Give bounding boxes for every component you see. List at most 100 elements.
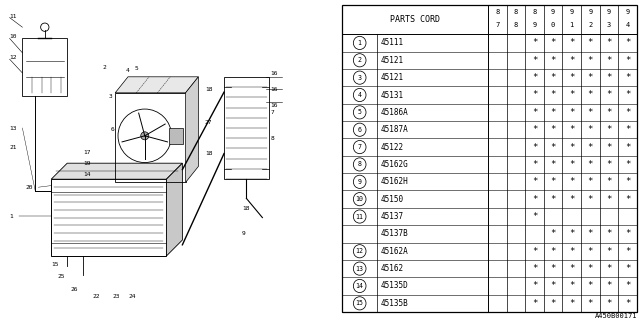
- Text: *: *: [550, 143, 556, 152]
- Text: *: *: [588, 38, 593, 47]
- Text: 4: 4: [125, 68, 129, 73]
- Text: 2: 2: [588, 22, 593, 28]
- Text: 15: 15: [356, 300, 364, 306]
- Text: 8: 8: [270, 136, 274, 141]
- Text: *: *: [588, 229, 593, 238]
- Text: *: *: [569, 91, 575, 100]
- Text: *: *: [606, 177, 612, 186]
- Text: 9: 9: [588, 10, 593, 15]
- Text: 1: 1: [10, 213, 13, 219]
- Text: 9: 9: [570, 10, 574, 15]
- Text: 26: 26: [70, 287, 78, 292]
- Text: *: *: [606, 229, 612, 238]
- Text: 16: 16: [270, 103, 278, 108]
- Text: *: *: [532, 38, 537, 47]
- Text: 45135D: 45135D: [380, 282, 408, 291]
- Text: 20: 20: [26, 185, 33, 190]
- Text: *: *: [588, 195, 593, 204]
- Text: *: *: [625, 125, 630, 134]
- Text: *: *: [532, 125, 537, 134]
- Text: *: *: [588, 247, 593, 256]
- Text: 12: 12: [10, 55, 17, 60]
- Text: 13: 13: [356, 266, 364, 272]
- Text: *: *: [588, 91, 593, 100]
- Text: 8: 8: [495, 10, 499, 15]
- Text: 9: 9: [551, 10, 556, 15]
- Text: *: *: [569, 143, 575, 152]
- Text: 3: 3: [109, 93, 113, 99]
- Text: 18: 18: [205, 87, 212, 92]
- Text: *: *: [606, 247, 612, 256]
- Text: 11: 11: [356, 213, 364, 220]
- Text: 45162A: 45162A: [380, 247, 408, 256]
- Text: 8: 8: [358, 161, 362, 167]
- Text: *: *: [550, 229, 556, 238]
- Text: 45122: 45122: [380, 143, 404, 152]
- Text: 25: 25: [58, 274, 65, 279]
- Text: 18: 18: [242, 205, 250, 211]
- Text: 7: 7: [358, 144, 362, 150]
- Text: 9: 9: [358, 179, 362, 185]
- Text: 11: 11: [10, 13, 17, 19]
- Text: *: *: [569, 299, 575, 308]
- Text: *: *: [625, 195, 630, 204]
- Text: *: *: [588, 282, 593, 291]
- Text: *: *: [550, 195, 556, 204]
- Text: *: *: [550, 177, 556, 186]
- Text: *: *: [569, 282, 575, 291]
- Text: *: *: [569, 229, 575, 238]
- Text: 4: 4: [625, 22, 630, 28]
- Text: 8: 8: [514, 10, 518, 15]
- Text: *: *: [569, 264, 575, 273]
- Text: 9: 9: [242, 231, 246, 236]
- Text: *: *: [550, 299, 556, 308]
- Polygon shape: [51, 163, 182, 179]
- Text: 3: 3: [607, 22, 611, 28]
- Text: 6: 6: [111, 127, 115, 132]
- Text: 4: 4: [358, 92, 362, 98]
- Text: 45121: 45121: [380, 56, 404, 65]
- Text: 15: 15: [51, 261, 59, 267]
- Text: *: *: [625, 91, 630, 100]
- Text: 45150: 45150: [380, 195, 404, 204]
- Text: *: *: [606, 91, 612, 100]
- Text: *: *: [625, 229, 630, 238]
- Text: 2: 2: [102, 65, 106, 70]
- Text: *: *: [606, 108, 612, 117]
- Text: 2: 2: [358, 57, 362, 63]
- Text: *: *: [569, 73, 575, 82]
- Text: 6: 6: [358, 127, 362, 133]
- Text: 45135B: 45135B: [380, 299, 408, 308]
- Text: 3: 3: [358, 75, 362, 81]
- Text: *: *: [588, 264, 593, 273]
- Text: *: *: [532, 108, 537, 117]
- Text: 19: 19: [83, 161, 91, 166]
- Text: 27: 27: [205, 120, 212, 125]
- Text: 1: 1: [570, 22, 574, 28]
- Text: 9: 9: [607, 10, 611, 15]
- Circle shape: [141, 132, 148, 140]
- Text: 45187A: 45187A: [380, 125, 408, 134]
- Text: *: *: [625, 38, 630, 47]
- Text: *: *: [588, 160, 593, 169]
- Text: *: *: [532, 177, 537, 186]
- Text: 45162G: 45162G: [380, 160, 408, 169]
- Text: *: *: [532, 282, 537, 291]
- Text: *: *: [550, 108, 556, 117]
- Text: *: *: [550, 73, 556, 82]
- Text: *: *: [569, 38, 575, 47]
- Text: *: *: [550, 125, 556, 134]
- Text: 13: 13: [10, 125, 17, 131]
- Text: *: *: [625, 247, 630, 256]
- Text: *: *: [625, 264, 630, 273]
- Text: *: *: [606, 195, 612, 204]
- Text: 10: 10: [356, 196, 364, 202]
- Text: *: *: [569, 247, 575, 256]
- Text: *: *: [625, 160, 630, 169]
- Text: 45121: 45121: [380, 73, 404, 82]
- Text: *: *: [569, 108, 575, 117]
- Text: *: *: [550, 160, 556, 169]
- Text: *: *: [532, 247, 537, 256]
- Text: 45131: 45131: [380, 91, 404, 100]
- Text: 45186A: 45186A: [380, 108, 408, 117]
